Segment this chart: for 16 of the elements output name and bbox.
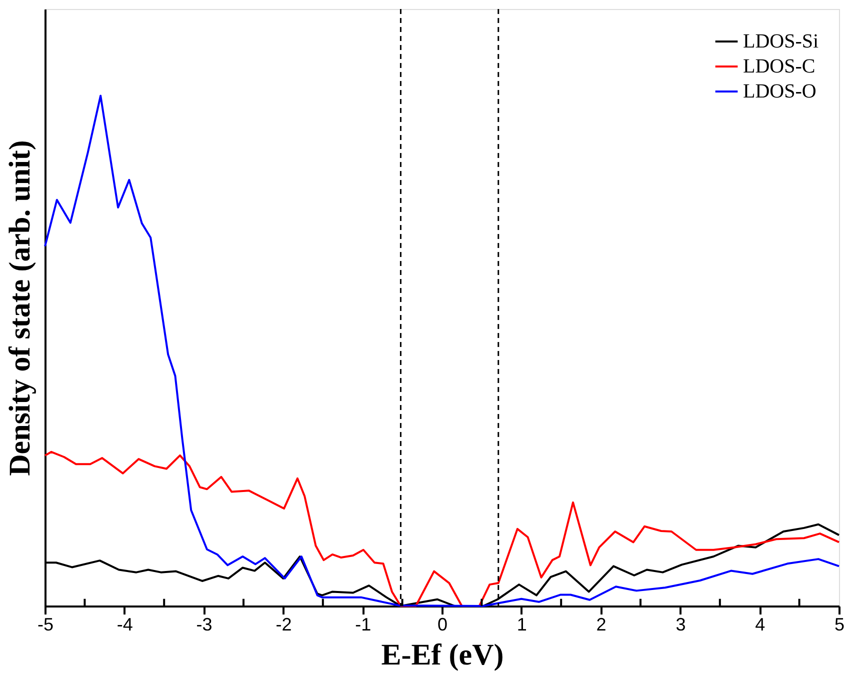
x-tick-label: -2 [276, 614, 292, 634]
x-tick-label: 4 [755, 614, 766, 634]
legend-label: LDOS-C [743, 56, 816, 78]
legend-label: LDOS-O [743, 80, 816, 102]
x-axis-title: E-Ef (eV) [381, 638, 504, 672]
x-tick-label: -4 [116, 614, 133, 634]
y-axis-title: Density of state (arb. unit) [4, 140, 36, 476]
x-tick-label: 3 [676, 614, 686, 634]
x-tick-label: 0 [437, 614, 448, 634]
legend-label: LDOS-Si [743, 30, 820, 52]
x-tick-label: 1 [516, 614, 527, 634]
x-tick-label: -1 [355, 614, 372, 634]
x-tick-label: 2 [596, 614, 606, 634]
x-tick-label: -3 [196, 614, 212, 634]
x-tick-label: 5 [834, 614, 845, 634]
x-tick-label: -5 [37, 614, 54, 634]
